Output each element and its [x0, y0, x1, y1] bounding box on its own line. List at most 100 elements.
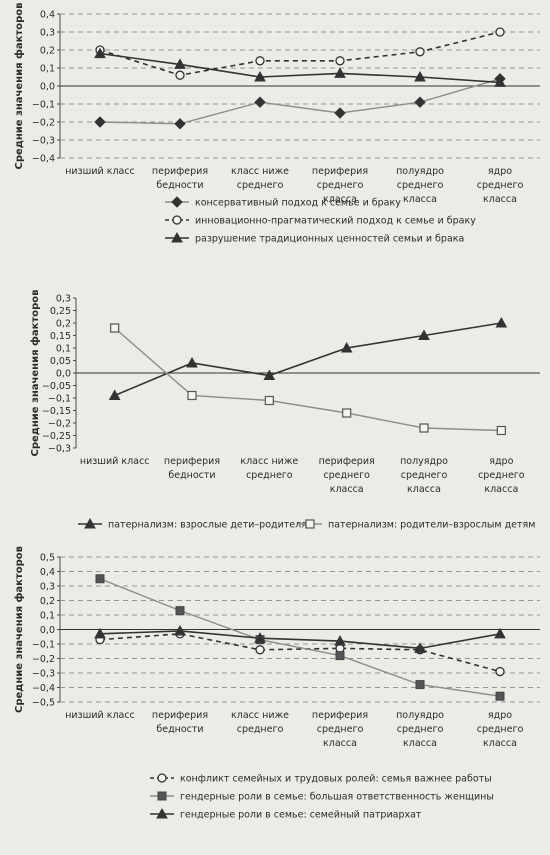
legend-label: гендерные роли в семье: семейный патриар… [180, 810, 422, 821]
data-point [418, 329, 430, 340]
category-label: среднего [397, 180, 444, 191]
category-label: класса [407, 484, 441, 495]
data-point [342, 408, 352, 418]
data-point [495, 27, 505, 37]
y-axis-label: Средние значения факторов [29, 290, 41, 457]
series-line-2 [114, 327, 502, 432]
y-tick-label: 0,4 [40, 10, 55, 21]
legend-marker [172, 215, 182, 225]
series-line-1 [114, 322, 502, 397]
data-point [335, 651, 345, 661]
legend-marker [157, 791, 167, 801]
y-tick-label: −0,1 [32, 640, 55, 651]
data-point [334, 635, 346, 646]
category-label: периферия [152, 166, 208, 177]
category-label: класса [483, 194, 517, 205]
y-tick-label: 0,3 [40, 582, 55, 593]
category-label: среднего [237, 180, 284, 191]
series-line-2 [99, 578, 501, 697]
y-tick-label: 0,0 [40, 82, 55, 93]
data-point [95, 574, 105, 584]
legend-label: конфликт семейных и трудовых ролей: семь… [180, 774, 492, 785]
data-point [254, 96, 266, 108]
y-tick-label: 0,3 [40, 28, 55, 39]
y-tick-label: 0,0 [56, 369, 71, 380]
y-tick-label: −0,1 [48, 394, 71, 405]
data-point [414, 70, 426, 82]
y-tick-label: 0,1 [56, 344, 71, 355]
category-label: среднего [477, 724, 524, 735]
category-label: полуядро [396, 710, 444, 721]
category-label: среднего [246, 470, 293, 481]
category-label: периферия [319, 456, 375, 467]
series-line-2 [99, 31, 501, 77]
y-axis-label: Средние значения факторов [13, 3, 25, 170]
chart-1: −0,4 −0,3 −0,2 −0,1 0,0 0,1 0,2 0,3 0,4 Средние з… [13, 3, 540, 245]
data-point [263, 369, 276, 380]
data-point [340, 341, 353, 353]
legend-marker [84, 517, 96, 529]
data-point [494, 627, 506, 639]
data-point [175, 70, 185, 80]
y-tick-label: −0,2 [48, 419, 71, 430]
y-tick-label: −0,3 [48, 444, 71, 455]
data-point [174, 624, 186, 636]
series-line-3 [99, 630, 501, 650]
data-point [414, 96, 426, 108]
category-label: среднего [477, 180, 524, 191]
legend-label: патернализм: взрослые дети–родителям [108, 520, 314, 531]
y-tick-label: −0,5 [32, 698, 55, 709]
legend-label: разрушение традиционных ценностей семьи … [195, 234, 464, 245]
data-point [255, 56, 265, 66]
legend-label: гендерные роли в семье: большая ответств… [180, 792, 494, 803]
category-label: периферия [312, 710, 368, 721]
chart-3: −0,5 −0,4 −0,3 −0,2 −0,1 0,0 0,1 0,2 0,3 0,4 0,5 Ср… [13, 546, 540, 821]
series-line-1 [99, 78, 501, 125]
category-label: бедности [168, 470, 215, 481]
data-point [254, 632, 266, 643]
legend-label: патернализм: родители–взрослым детям [328, 520, 535, 531]
series-line-1 [99, 633, 501, 673]
y-tick-label: −0,3 [32, 669, 55, 680]
category-label: ядро [489, 456, 513, 467]
category-label: низший класс [65, 166, 135, 177]
y-tick-label: −0,2 [32, 118, 55, 129]
legend-marker [305, 519, 315, 529]
category-label: низший класс [80, 456, 150, 467]
data-point [414, 642, 426, 653]
y-tick-label: 0,3 [56, 294, 71, 305]
data-point [495, 691, 505, 701]
category-label: периферия [152, 710, 208, 721]
data-point [94, 627, 106, 639]
data-point [255, 645, 265, 655]
legend-marker [156, 807, 168, 819]
series-line-3 [99, 52, 501, 84]
legend-marker [171, 196, 183, 208]
y-tick-label: −0,05 [42, 381, 71, 392]
data-point [254, 70, 266, 82]
category-label: ядро [488, 710, 512, 721]
data-point [415, 47, 425, 57]
category-label: класса [323, 738, 357, 749]
category-label: класса [484, 484, 518, 495]
category-label: среднего [317, 724, 364, 735]
y-tick-label: 0,5 [40, 553, 55, 564]
legend-marker [171, 231, 183, 243]
data-point [496, 425, 506, 436]
category-label: полуядро [400, 456, 448, 467]
category-label: бедности [156, 180, 203, 191]
category-label: класса [403, 194, 437, 205]
data-point [174, 118, 186, 130]
y-tick-label: 0,0 [40, 625, 55, 636]
data-point [94, 47, 106, 59]
y-axis-label: Средние значения факторов [13, 546, 25, 713]
data-point [264, 395, 274, 406]
category-label: периферия [312, 166, 368, 177]
data-point [335, 56, 345, 66]
data-point [110, 323, 120, 333]
category-label: среднего [478, 470, 525, 481]
y-tick-label: 0,05 [50, 356, 71, 367]
y-tick-label: −0,4 [32, 154, 55, 165]
